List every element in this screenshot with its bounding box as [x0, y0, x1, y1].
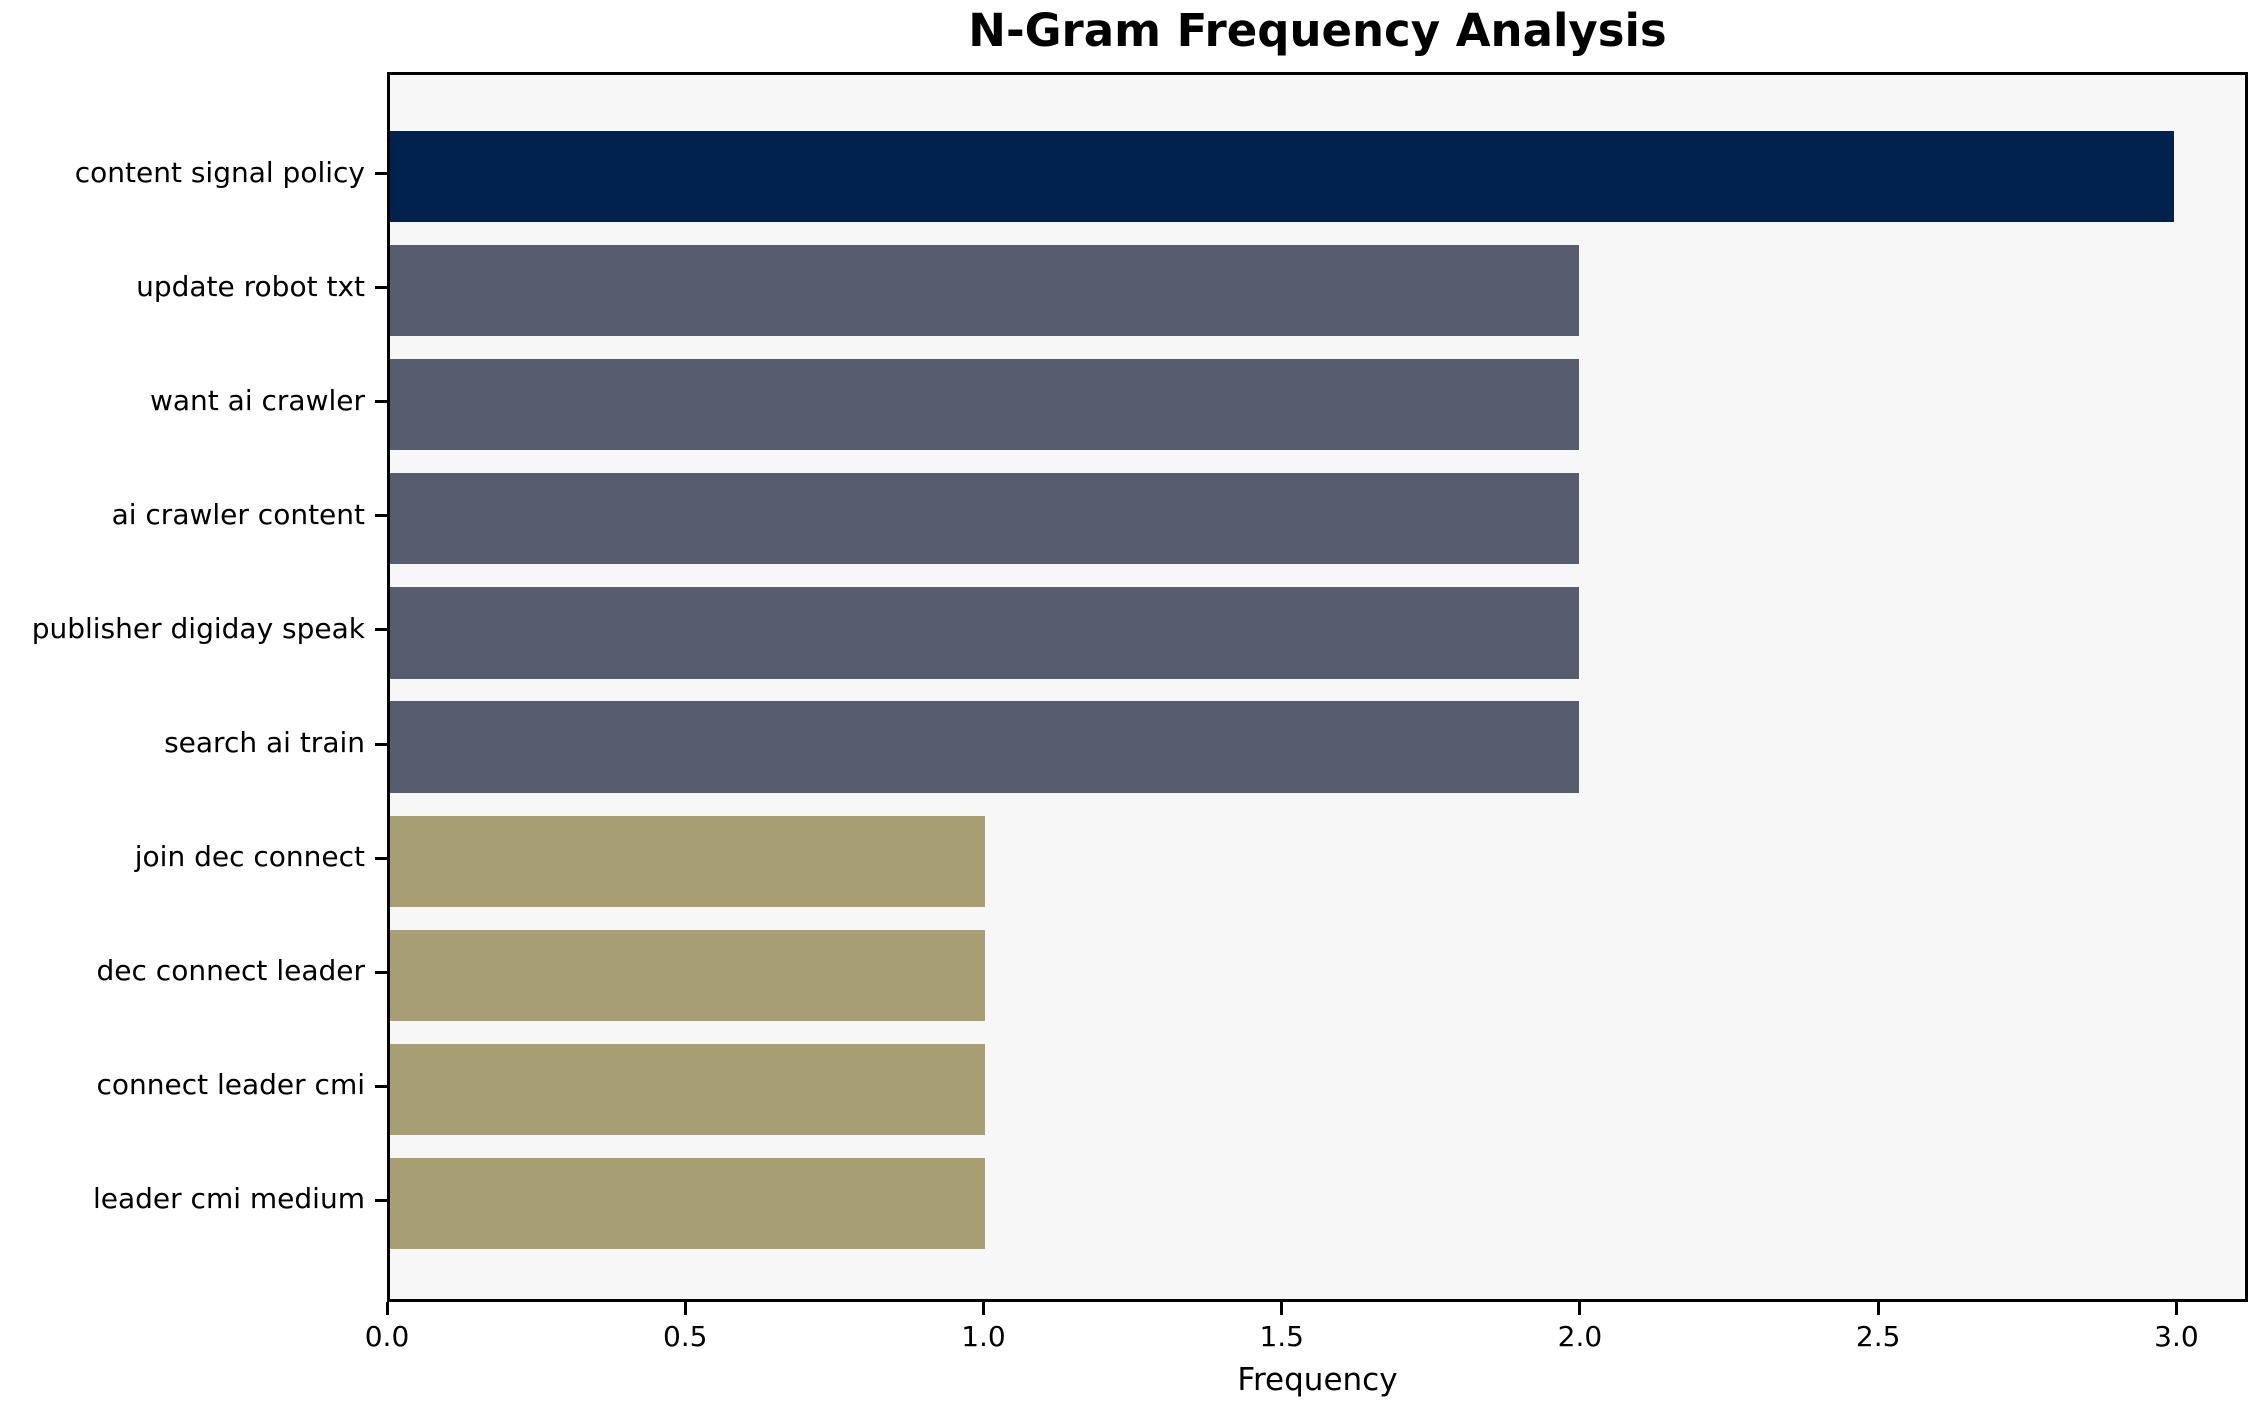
y-tick-label: dec connect leader [96, 954, 366, 988]
x-tick-mark [1280, 1302, 1284, 1315]
x-tick-mark [385, 1302, 389, 1315]
bar-publisher-digiday-speak [390, 587, 1580, 679]
y-tick-label: join dec connect [134, 840, 365, 874]
y-tick-label: publisher digiday speak [31, 611, 365, 645]
y-tick-mark [375, 742, 387, 746]
bar-dec-connect-leader [390, 929, 985, 1021]
y-tick-label: search ai train [164, 726, 365, 760]
x-tick-mark [2174, 1302, 2178, 1315]
y-tick-label: content signal policy [74, 155, 365, 189]
bars-container [390, 75, 2245, 1299]
y-tick-mark [375, 856, 387, 860]
x-tick-label: 1.0 [961, 1320, 1006, 1353]
x-tick-mark [1578, 1302, 1582, 1315]
y-tick-mark [375, 1198, 387, 1202]
x-axis-title: Frequency [1237, 1362, 1398, 1398]
y-tick-mark [375, 628, 387, 632]
bar-connect-leader-cmi [390, 1043, 985, 1135]
x-tick-label: 1.5 [1259, 1320, 1304, 1353]
y-tick-mark [375, 514, 387, 518]
x-tick-label: 2.5 [1855, 1320, 1901, 1353]
y-tick-mark [375, 400, 387, 404]
y-tick-mark [375, 970, 387, 974]
y-tick-label: update robot txt [136, 269, 365, 303]
x-tick-mark [981, 1302, 985, 1315]
chart-title: N-Gram Frequency Analysis [968, 4, 1667, 57]
y-tick-mark [375, 1084, 387, 1088]
x-tick-label: 0.5 [662, 1320, 708, 1353]
bar-leader-cmi-medium [390, 1157, 985, 1250]
plot-area [387, 72, 2248, 1302]
y-tick-label: ai crawler content [111, 497, 365, 531]
bar-join-dec-connect [390, 815, 985, 907]
bar-search-ai-train [390, 701, 1580, 793]
y-tick-mark [375, 286, 387, 290]
bar-update-robot-txt [390, 245, 1580, 337]
y-tick-label: want ai crawler [149, 383, 365, 417]
x-tick-mark [1876, 1302, 1880, 1315]
bar-content-signal-policy [390, 130, 2174, 223]
y-tick-label: leader cmi medium [92, 1182, 365, 1216]
bar-ai-crawler-content [390, 473, 1580, 565]
x-tick-label: 2.0 [1557, 1320, 1603, 1353]
x-tick-label: 3.0 [2154, 1320, 2199, 1353]
y-tick-mark [375, 172, 387, 176]
bar-want-ai-crawler [390, 359, 1580, 451]
x-tick-label: 0.0 [364, 1320, 410, 1353]
x-tick-mark [683, 1302, 687, 1315]
y-tick-label: connect leader cmi [96, 1068, 365, 1102]
